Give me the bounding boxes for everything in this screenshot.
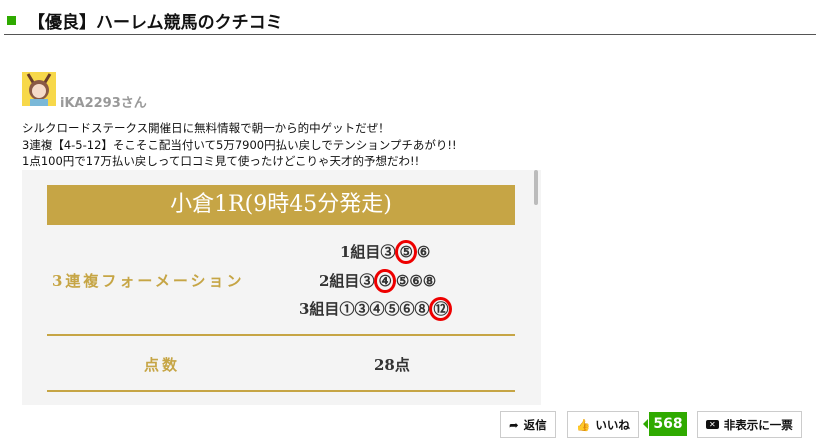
username[interactable]: iKA2293さん — [60, 96, 147, 111]
close-tag-icon: ✕ — [706, 420, 719, 429]
bet-type-label: 3連複フォーメーション — [52, 272, 245, 290]
page-title: 【優良】ハーレム競馬のクチコミ — [28, 13, 283, 33]
like-button[interactable]: 👍 いいね — [567, 411, 639, 438]
like-count: 568 — [643, 412, 687, 436]
points-label: 点数 — [144, 356, 181, 374]
review-text: シルクロードステークス開催日に無料情報で朝一から的中ゲットだぜ！ 3連複【4-5… — [22, 120, 457, 170]
reply-button[interactable]: ➦ 返信 — [500, 411, 556, 438]
group-row: 2組目③ ④ ⑤⑥⑧ — [319, 269, 436, 293]
hide-vote-button[interactable]: ✕ 非表示に一票 — [697, 411, 802, 438]
reply-arrow-icon: ➦ — [509, 417, 519, 432]
group-row: 1組目③ ⑤ ⑥ — [340, 240, 430, 264]
review-image: 小倉1R(9時45分発走) 3連複フォーメーション 1組目③ ⑤ ⑥ 2組目③ ④ ⑤⑥… — [22, 170, 541, 405]
review-line: 1点100円で17万払い戻しって口コミ見て使ったけどこりゃ天才的予想だわ!! — [22, 154, 420, 168]
header-square-icon — [7, 16, 16, 25]
review-line: 3連複【4-5-12】そこそこ配当付いて5万7900円払い戻しでテンションプチあ… — [22, 137, 457, 152]
avatar — [22, 72, 56, 106]
race-banner: 小倉1R(9時45分発走) — [47, 185, 515, 225]
thumbs-up-icon: 👍 — [576, 417, 591, 432]
divider — [47, 390, 515, 392]
page-header: 【優良】ハーレム競馬のクチコミ — [4, 7, 816, 35]
review-line: シルクロードステークス開催日に無料情報で朝一から的中ゲットだぜ！ — [22, 121, 390, 135]
group-row: 3組目①③④⑤⑥⑧ ⑫ — [299, 297, 453, 321]
image-scrollbar[interactable] — [534, 170, 538, 205]
points-value: 28点 — [374, 356, 410, 374]
divider — [47, 334, 515, 336]
